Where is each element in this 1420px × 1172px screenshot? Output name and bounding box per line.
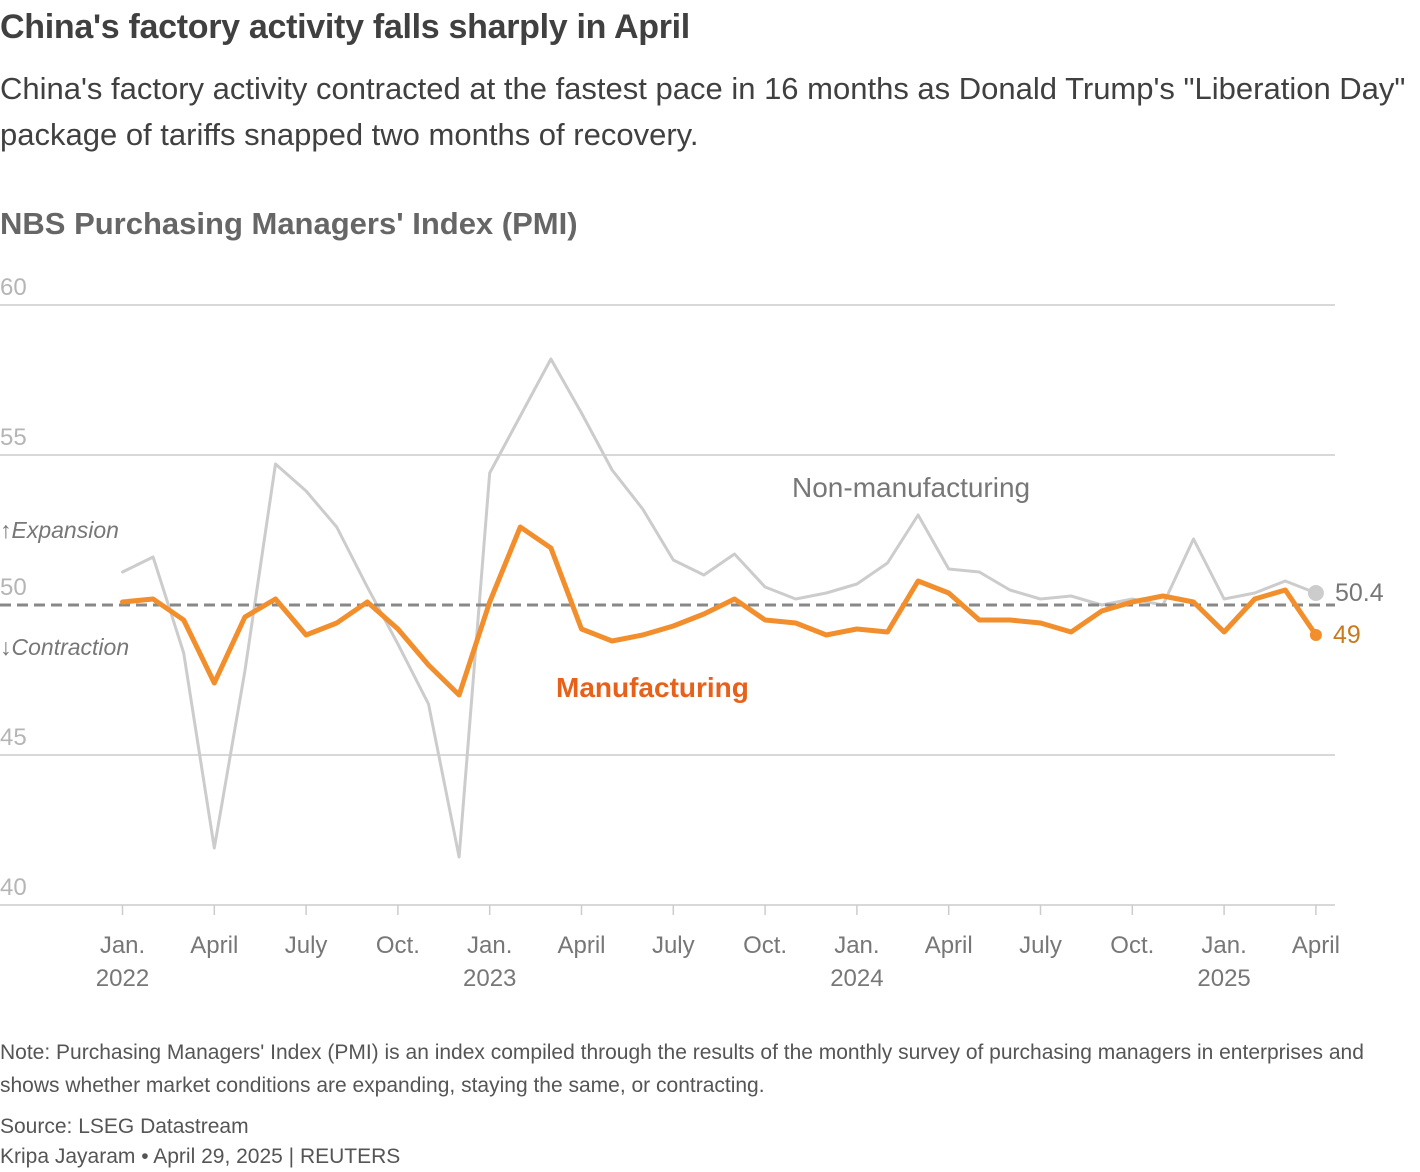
x-tick-month-label: Oct. bbox=[376, 932, 420, 959]
x-tick-month-label: Jan. bbox=[1201, 932, 1246, 959]
y-tick-label-60: 60 bbox=[0, 274, 27, 301]
manufacturing-end-marker bbox=[1309, 629, 1322, 641]
y-tick-label-40: 40 bbox=[0, 874, 27, 901]
non-manufacturing-end-marker bbox=[1307, 585, 1324, 601]
non-manufacturing-series-label: Non-manufacturing bbox=[792, 472, 1030, 503]
manufacturing-value-label: 49 bbox=[1333, 621, 1361, 649]
chart-title-heading: China's factory activity falls sharply i… bbox=[0, 8, 690, 46]
x-tick-year-label: 2023 bbox=[463, 965, 516, 992]
x-tick-month-label: April bbox=[190, 932, 238, 959]
contraction-label: ↓Contraction bbox=[0, 634, 129, 660]
y-tick-label-45: 45 bbox=[0, 724, 27, 751]
x-tick-month-label: April bbox=[925, 932, 973, 959]
non-manufacturing-value-label: 50.4 bbox=[1335, 579, 1384, 607]
y-tick-label-50: 50 bbox=[0, 574, 27, 601]
manufacturing-line bbox=[120, 524, 1319, 698]
plot-title: NBS Purchasing Managers' Index (PMI) bbox=[0, 206, 578, 241]
chart-subtitle: China's factory activity contracted at t… bbox=[0, 71, 1406, 152]
x-tick-year-label: 2022 bbox=[96, 965, 149, 992]
x-tick-year-label: 2025 bbox=[1197, 965, 1250, 992]
manufacturing-series-label: Manufacturing bbox=[556, 672, 749, 703]
x-tick-year-label: 2024 bbox=[830, 965, 883, 992]
x-tick-month-label: Jan. bbox=[834, 932, 879, 959]
x-tick-month-label: Oct. bbox=[1110, 932, 1154, 959]
x-tick-month-label: July bbox=[652, 932, 695, 959]
footnote: Note: Purchasing Managers' Index (PMI) i… bbox=[0, 1041, 1364, 1097]
x-tick-month-label: Jan. bbox=[467, 932, 512, 959]
x-tick-month-label: July bbox=[285, 932, 328, 959]
x-tick-month-label: April bbox=[1292, 932, 1340, 959]
x-tick-month-label: Oct. bbox=[743, 932, 787, 959]
non-manufacturing-line bbox=[121, 357, 1318, 859]
byline: Kripa Jayaram • April 29, 2025 | REUTERS bbox=[0, 1145, 401, 1168]
x-tick-month-label: April bbox=[557, 932, 605, 959]
expansion-label: ↑Expansion bbox=[0, 517, 119, 543]
x-tick-month-label: July bbox=[1019, 932, 1062, 959]
source-credit: Source: LSEG Datastream bbox=[0, 1115, 249, 1138]
y-tick-label-55: 55 bbox=[0, 424, 27, 451]
x-tick-month-label: Jan. bbox=[100, 932, 145, 959]
